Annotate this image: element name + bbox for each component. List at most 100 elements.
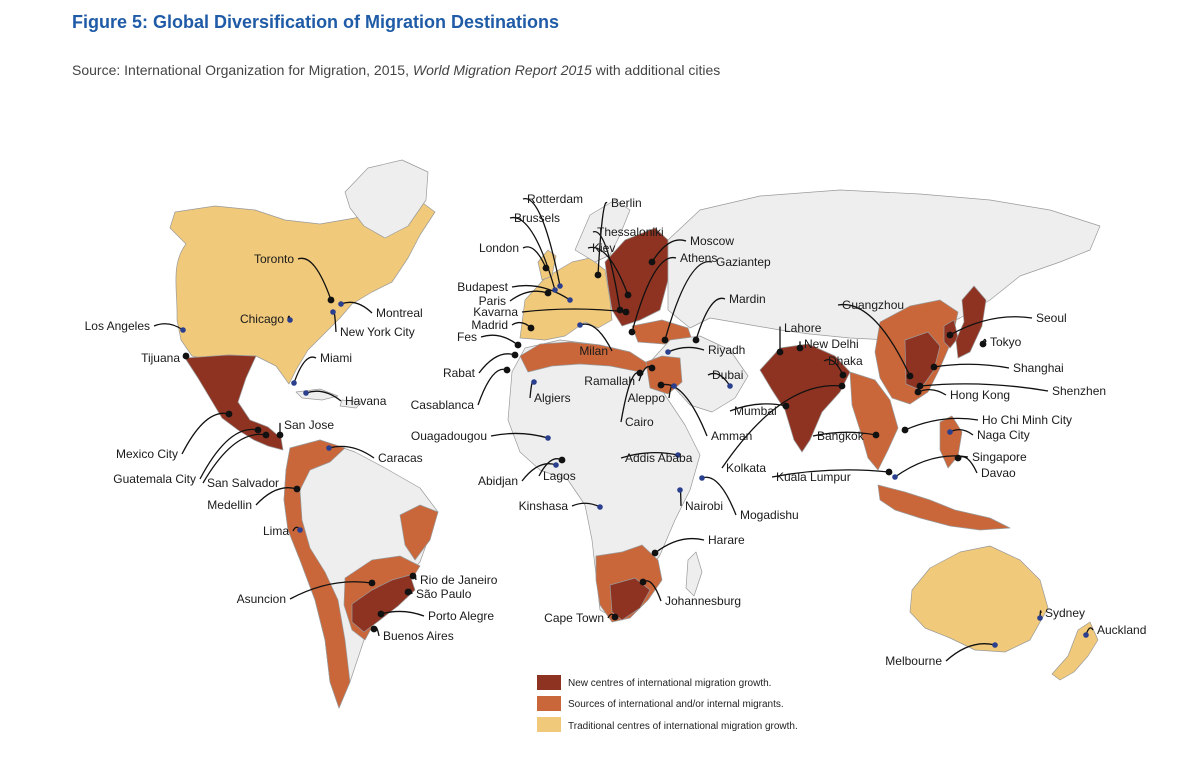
city-marker-ouagadougou [545, 435, 551, 441]
city-label-ho-chi-minh-city: Ho Chi Minh City [982, 413, 1072, 427]
city-marker-addis-ababa [675, 452, 681, 458]
city-marker-paris [544, 289, 552, 297]
city-marker-lima [297, 527, 303, 533]
city-label-dhaka: Dhaka [828, 354, 863, 368]
city-marker-dhaka [839, 371, 847, 379]
city-label-lagos: Lagos [543, 469, 576, 483]
city-label-mardin: Mardin [729, 292, 766, 306]
leader-line-mumbai [729, 403, 787, 412]
leader-line-moscow [651, 239, 687, 263]
city-marker-san-jose [276, 431, 284, 439]
city-label-kiev: Kiev [592, 241, 615, 255]
leader-line-miami [293, 356, 317, 384]
city-marker-buenos-aires [370, 625, 378, 633]
leader-line-medellin [255, 487, 298, 506]
leader-line-dubai [707, 372, 731, 387]
legend-swatch-traditional [537, 717, 561, 732]
city-label-brussels: Brussels [514, 211, 560, 225]
leader-line-riyadh [667, 346, 705, 353]
leader-line-asuncion [289, 581, 373, 600]
city-marker-asuncion [368, 579, 376, 587]
leader-line-thessaloniki [592, 231, 621, 311]
region-china-coast-new [904, 331, 941, 391]
legend-swatch-new-centres [537, 675, 561, 690]
legend: New centres of international migration g… [537, 675, 798, 732]
city-marker-shenzhen [916, 382, 924, 390]
city-label-kavarna: Kavarna [473, 305, 518, 319]
city-marker-guatemala-city [254, 426, 262, 434]
city-marker-naga-city [947, 429, 953, 435]
city-label-moscow: Moscow [690, 234, 734, 248]
city-label-bangkok: Bangkok [817, 429, 865, 443]
city-label-porto-alegre: Porto Alegre [428, 609, 494, 623]
leader-line-guangzhou [837, 303, 911, 377]
city-label-london: London [479, 241, 519, 255]
source-report-title: World Migration Report 2015 [412, 62, 592, 78]
city-label-hong-kong: Hong Kong [950, 388, 1010, 402]
leader-line-london [522, 246, 547, 269]
leader-line-mardin [695, 297, 726, 341]
city-label-riyadh: Riyadh [708, 343, 745, 357]
city-label-madrid: Madrid [471, 318, 508, 332]
city-marker-cape-town [611, 613, 619, 621]
city-label-kolkata: Kolkata [726, 461, 766, 475]
legend-label-new-centres: New centres of international migration g… [568, 678, 771, 689]
leader-line-ouagadougou [490, 432, 549, 439]
city-marker-bangkok [872, 431, 880, 439]
city-marker-singapore [892, 474, 898, 480]
city-marker-chicago [287, 317, 293, 323]
city-label-algiers: Algiers [534, 391, 571, 405]
city-marker-amman [657, 381, 665, 389]
leader-line-havana [305, 390, 342, 402]
city-label-cape-town: Cape Town [544, 611, 604, 625]
leader-lines [153, 198, 1094, 662]
city-label-amman: Amman [711, 429, 752, 443]
city-label-athens: Athens [680, 251, 717, 265]
city-marker-shanghai [930, 363, 938, 371]
leader-line-athens [631, 257, 677, 333]
city-label-miami: Miami [320, 351, 352, 365]
city-marker-havana [303, 390, 309, 396]
city-label-cairo: Cairo [625, 415, 654, 429]
city-label-nairobi: Nairobi [685, 499, 723, 513]
city-marker-ho-chi-minh-city [901, 426, 909, 434]
legend-swatch-sources [537, 696, 561, 711]
city-marker-rabat [511, 351, 519, 359]
leader-line-seoul [949, 316, 1033, 336]
region-mexico-central-america [184, 354, 284, 451]
city-label-singapore: Singapore [972, 450, 1027, 464]
leader-line-los-angeles [153, 323, 184, 331]
city-label-havana: Havana [345, 394, 387, 408]
city-label-sao-paulo: São Paulo [416, 587, 472, 601]
city-label-harare: Harare [708, 533, 745, 547]
city-marker-kiev [624, 291, 632, 299]
city-label-auckland: Auckland [1097, 623, 1146, 637]
city-label-guangzhou: Guangzhou [842, 298, 904, 312]
region-scandinavia [574, 199, 631, 263]
city-label-paris: Paris [479, 294, 506, 308]
region-south-asia [759, 343, 851, 453]
city-label-mogadishu: Mogadishu [740, 508, 799, 522]
city-marker-montreal [338, 301, 344, 307]
leader-line-toronto [297, 257, 332, 301]
city-label-shanghai: Shanghai [1013, 361, 1064, 375]
region-south-cone-new [351, 574, 416, 633]
city-label-milan: Milan [579, 344, 608, 358]
city-marker-moscow [648, 258, 656, 266]
city-marker-sydney [1037, 615, 1043, 621]
city-label-davao: Davao [981, 466, 1016, 480]
city-label-los-angeles: Los Angeles [85, 319, 150, 333]
city-marker-madrid [527, 324, 535, 332]
land-layer [169, 159, 1101, 709]
city-marker-riyadh [665, 349, 671, 355]
leader-line-dhaka [823, 358, 844, 376]
leader-line-harare [654, 537, 705, 554]
city-marker-rio-de-janeiro [409, 572, 417, 580]
leader-line-casablanca [477, 368, 508, 406]
city-label-casablanca: Casablanca [411, 398, 475, 412]
leader-line-ho-chi-minh-city [904, 417, 979, 431]
region-southeast-asia [849, 371, 899, 471]
leader-line-brussels [509, 216, 556, 291]
legend-label-traditional: Traditional centres of international mig… [568, 721, 798, 732]
